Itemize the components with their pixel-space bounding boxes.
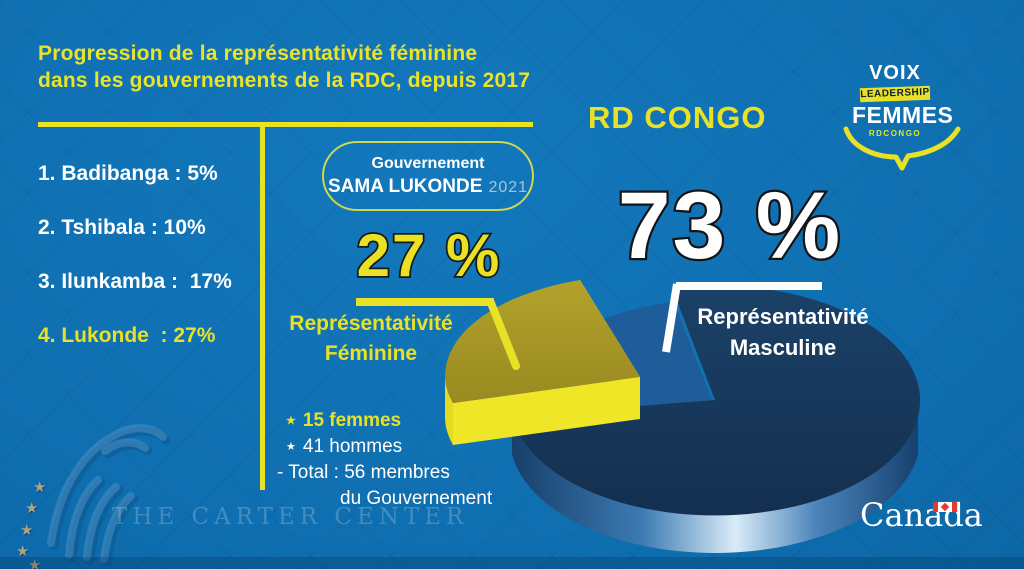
male-label-line2: Masculine: [729, 335, 837, 360]
maple-leaf-icon: [940, 502, 950, 512]
female-label-line2: Féminine: [324, 342, 418, 365]
stat-total-line2: du Gouvernement: [340, 488, 493, 509]
logo-rdcongo-text: RDCONGO: [868, 129, 922, 138]
pie-slice-male-side: [512, 416, 918, 553]
pie-slice-male: [512, 285, 921, 516]
page-title-line1: Progression de la représentativité fémin…: [38, 42, 478, 65]
badge-name-text: SAMA LUKONDE: [327, 176, 483, 197]
logo-voix-text: VOIX: [869, 62, 921, 84]
timeline-item: 2. Tshibala : 10%: [38, 216, 206, 239]
voix-leadership-femmes-logo: VOIX LEADERSHIP FEMMES RDCONGO: [852, 62, 954, 138]
timeline-item-current: 4. Lukonde : 27%: [38, 324, 216, 347]
stat-femmes-text: 15 femmes: [302, 410, 402, 431]
flag-white-field: [938, 502, 952, 512]
watermark-star-icon: ★: [28, 557, 42, 569]
badge-name: SAMA LUKONDE 2021: [324, 176, 532, 198]
logo-leadership-band: LEADERSHIP: [859, 85, 931, 103]
stats-block: ★ 15 femmes ★ 41 hommes - Total : 56 membr…: [277, 408, 507, 512]
star-bullet-icon: ★: [286, 415, 296, 427]
page-title-line2: dans les gouvernements de la RDC, depuis…: [38, 69, 531, 92]
male-callout-line: [662, 282, 822, 353]
female-label: Représentativité Féminine: [277, 309, 465, 369]
bottom-edge-strip: [0, 557, 1024, 569]
stat-hommes-text: 41 hommes: [302, 436, 403, 457]
government-badge: Gouvernement SAMA LUKONDE 2021: [322, 141, 534, 211]
timeline-item: 1. Badibanga : 5%: [38, 162, 218, 185]
female-label-line1: Représentativité: [289, 312, 453, 335]
star-bullet-icon: ★: [286, 441, 296, 453]
flag-red-bar: [952, 502, 957, 512]
stat-femmes: ★ 15 femmes: [277, 408, 507, 434]
country-title: RD CONGO: [588, 100, 767, 135]
carter-center-eagle-watermark: [47, 424, 171, 567]
watermark-star-icon: ★: [16, 543, 30, 560]
page-title: Progression de la représentativité fémin…: [38, 40, 578, 94]
female-percentage: 27 %: [355, 220, 502, 291]
badge-year: 2021: [488, 179, 529, 196]
stat-total-line1: - Total : 56 membres: [277, 462, 450, 483]
government-timeline-list: 1. Badibanga : 5% 2. Tshibala : 10% 3. I…: [38, 160, 268, 376]
watermark-star-icon: ★: [33, 479, 47, 496]
male-label-line1: Représentativité: [697, 304, 869, 329]
speech-bubble-swoosh-icon: [843, 126, 961, 171]
pie-slice-female-rim: [445, 375, 453, 445]
watermark-star-icon: ★: [20, 522, 34, 539]
timeline-item: 3. Ilunkamba : 17%: [38, 270, 232, 293]
carter-center-watermark-text: THE CARTER CENTER: [112, 504, 469, 530]
watermark-star-icon: ★: [25, 500, 39, 517]
flag-red-bar: [933, 502, 938, 512]
divider-horizontal: [38, 122, 533, 127]
stat-hommes: ★ 41 hommes: [277, 434, 507, 460]
female-callout-line: [356, 298, 520, 370]
badge-label: Gouvernement: [371, 155, 485, 172]
canada-flag-icon: [933, 502, 957, 512]
male-label: Représentativité Masculine: [690, 301, 876, 363]
pie-slice-female-front: [453, 377, 640, 445]
male-percentage: 73 %: [615, 171, 843, 282]
canada-wordmark: Canada: [860, 496, 983, 534]
divider-vertical: [260, 122, 265, 490]
logo-femmes-text: FEMMES: [852, 102, 954, 128]
